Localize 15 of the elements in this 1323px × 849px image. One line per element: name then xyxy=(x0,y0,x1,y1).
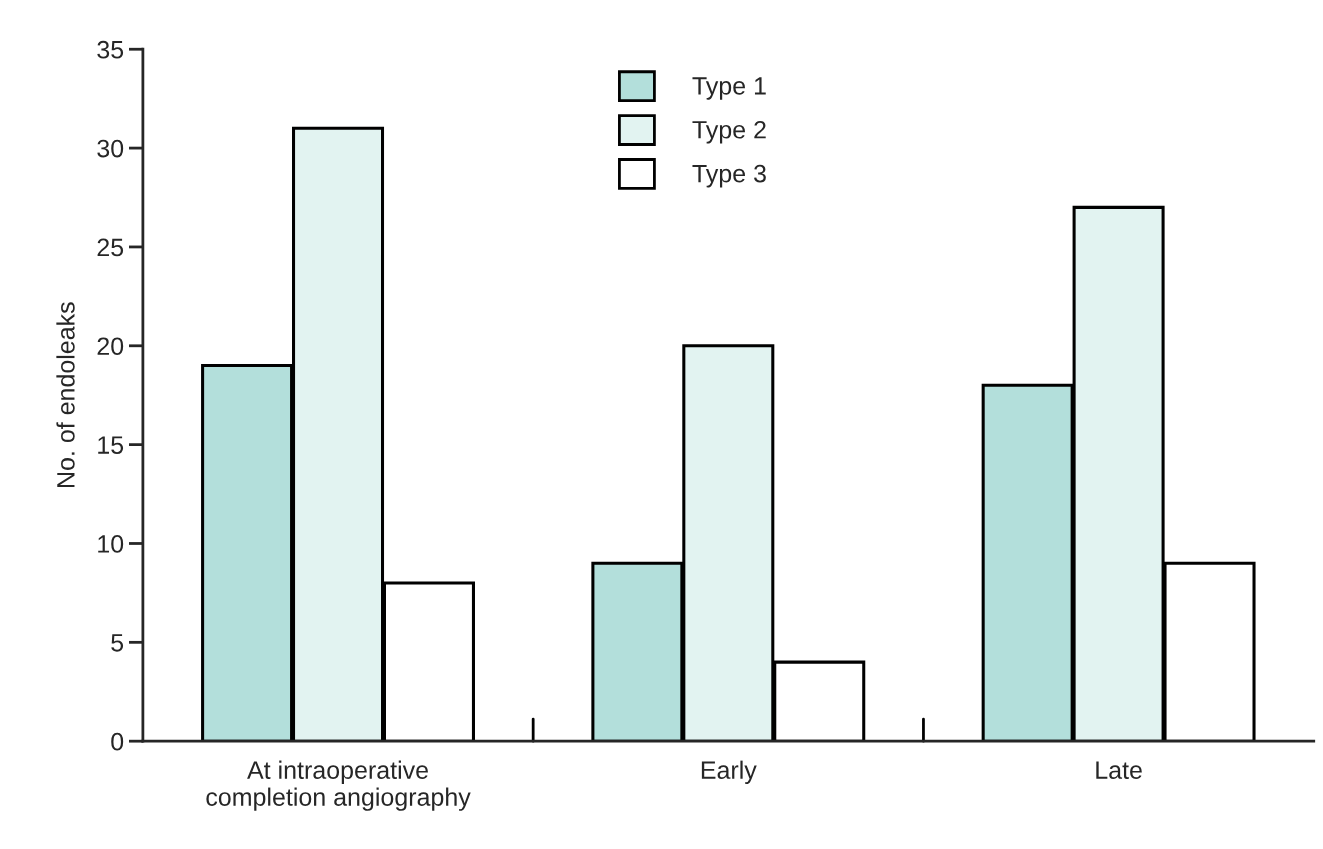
y-tick-label: 5 xyxy=(111,634,124,652)
y-tick-label: 20 xyxy=(97,337,124,356)
y-tick-label: 0 xyxy=(111,732,124,751)
legend-label: Type 3 xyxy=(692,164,766,188)
y-tick-label: 25 xyxy=(97,238,124,257)
y-axis-title: No. of endoleaks xyxy=(56,302,75,487)
legend-label: Type 2 xyxy=(692,120,766,144)
y-tick-label: 10 xyxy=(98,535,124,553)
legend-label: Type 1 xyxy=(692,77,766,100)
y-tick-label: 35 xyxy=(97,40,124,59)
x-tick-label: Late xyxy=(1096,761,1142,779)
x-tick-label: At intraoperative completion angiography xyxy=(206,760,471,811)
y-tick-label: 15 xyxy=(98,436,124,454)
x-tick-label: Early xyxy=(701,760,757,784)
y-tick-label: 30 xyxy=(97,139,124,158)
